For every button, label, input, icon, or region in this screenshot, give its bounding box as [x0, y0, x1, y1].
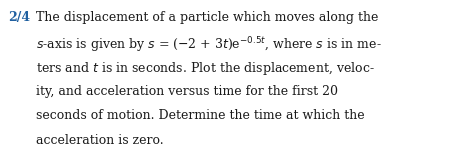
- Text: $s$-axis is given by $s$ = ($-$2 + 3$t$)e$^{-0.5t}$, where $s$ is in me-: $s$-axis is given by $s$ = ($-$2 + 3$t$)…: [36, 36, 381, 55]
- Text: 2/4: 2/4: [9, 11, 31, 24]
- Text: The displacement of a particle which moves along the: The displacement of a particle which mov…: [36, 11, 378, 24]
- Text: ters and $t$ is in seconds. Plot the displacement, veloc-: ters and $t$ is in seconds. Plot the dis…: [36, 60, 374, 77]
- Text: seconds of motion. Determine the time at which the: seconds of motion. Determine the time at…: [36, 109, 364, 122]
- Text: acceleration is zero.: acceleration is zero.: [36, 134, 163, 146]
- Text: ity, and acceleration versus time for the first 20: ity, and acceleration versus time for th…: [36, 85, 337, 97]
